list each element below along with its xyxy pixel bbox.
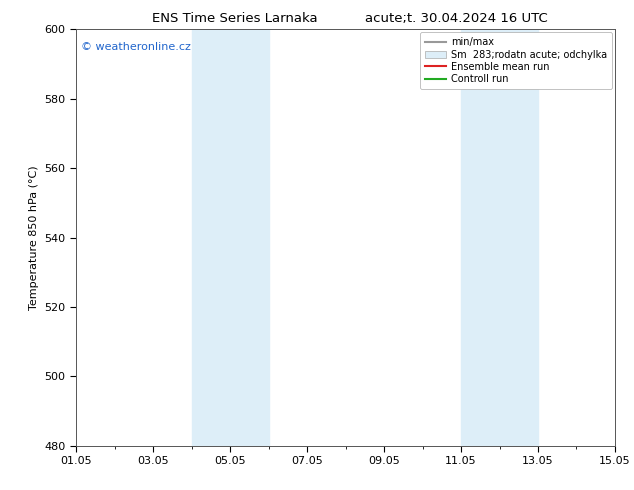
Text: acute;t. 30.04.2024 16 UTC: acute;t. 30.04.2024 16 UTC (365, 12, 548, 25)
Bar (461, 29, 538, 446)
Y-axis label: Temperature 850 hPa (°C): Temperature 850 hPa (°C) (29, 165, 39, 310)
Text: ENS Time Series Larnaka: ENS Time Series Larnaka (152, 12, 318, 25)
Legend: min/max, Sm  283;rodatn acute; odchylka, Ensemble mean run, Controll run: min/max, Sm 283;rodatn acute; odchylka, … (420, 32, 612, 89)
Text: © weatheronline.cz: © weatheronline.cz (81, 42, 191, 52)
Bar (191, 29, 269, 446)
